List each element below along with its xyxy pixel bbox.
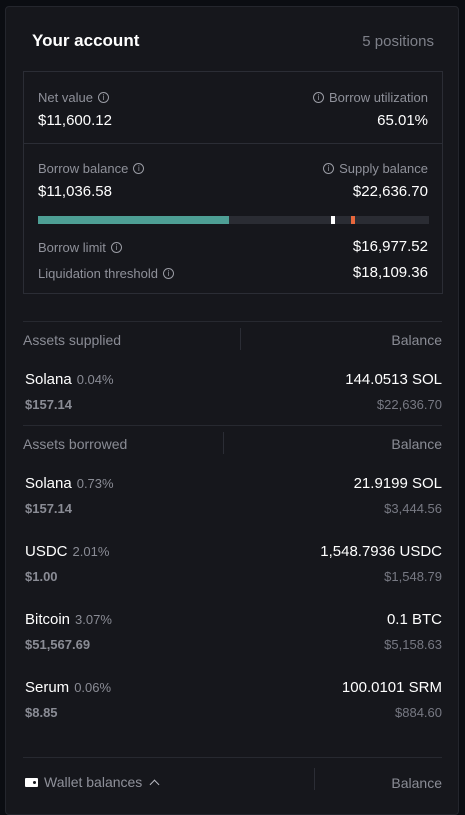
- asset-price: $157.14: [25, 501, 72, 516]
- assets-supplied-header: Assets supplied Balance: [23, 321, 442, 352]
- asset-name: USDC 2.01%: [25, 543, 110, 560]
- wallet-balances-toggle[interactable]: Wallet balances: [25, 774, 160, 790]
- column-divider: [314, 768, 315, 790]
- wallet-balances-label: Wallet balances: [44, 774, 143, 790]
- balance-heading: Balance: [391, 775, 442, 791]
- borrow-limit: $16,977.52: [352, 238, 428, 255]
- assets-borrowed-heading: Assets borrowed: [23, 436, 128, 452]
- net-value-label: Net value i: [38, 90, 109, 105]
- borrowed-asset-row[interactable]: Bitcoin 3.07% $51,567.69 0.1 BTC $5,158.6…: [25, 611, 442, 661]
- borrow-balance: $11,036.58: [38, 183, 112, 200]
- borrow-limit-marker: [331, 216, 335, 224]
- column-divider: [223, 432, 224, 454]
- asset-price: $8.85: [25, 705, 58, 720]
- wallet-balances-section: Wallet balances Balance: [23, 757, 442, 808]
- borrowed-asset-row[interactable]: USDC 2.01% $1.00 1,548.7936 USDC $1,548.7…: [25, 543, 442, 593]
- asset-rate: 3.07%: [75, 612, 112, 627]
- account-header: Your account 5 positions: [6, 7, 458, 71]
- info-icon[interactable]: i: [110, 242, 122, 253]
- asset-price: $1.00: [25, 569, 58, 584]
- asset-amount: 144.0513 SOL: [345, 371, 442, 388]
- summary-divider: [24, 143, 442, 144]
- liquidation-threshold-label: Liquidation threshold i: [38, 266, 174, 281]
- asset-name: Solana 0.04%: [25, 371, 114, 388]
- info-icon[interactable]: i: [133, 163, 145, 174]
- assets-supplied-heading: Assets supplied: [23, 332, 122, 348]
- supply-balance-label: i Supply balance: [323, 161, 428, 176]
- asset-price: $157.14: [25, 397, 72, 412]
- asset-amount: 1,548.7936 USDC: [320, 543, 442, 560]
- utilization-bar-fill: [38, 216, 229, 224]
- info-icon[interactable]: i: [313, 92, 324, 103]
- supplied-asset-row[interactable]: Solana 0.04% $157.14 144.0513 SOL $22,636…: [25, 371, 442, 421]
- borrow-limit-label: Borrow limit i: [38, 240, 122, 255]
- asset-usd-value: $884.60: [395, 705, 442, 720]
- asset-usd-value: $3,444.56: [384, 501, 442, 516]
- asset-usd-value: $1,548.79: [384, 569, 442, 584]
- info-icon[interactable]: i: [162, 268, 174, 279]
- column-divider: [240, 328, 241, 350]
- info-icon[interactable]: i: [323, 163, 335, 174]
- asset-rate: 0.73%: [76, 476, 114, 491]
- liquidation-threshold-marker: [351, 216, 355, 224]
- asset-rate: 0.04%: [76, 372, 114, 387]
- borrowed-asset-row[interactable]: Serum 0.06% $8.85 100.0101 SRM $884.60: [25, 679, 442, 729]
- account-panel: Your account 5 positions Net value i $11…: [5, 6, 459, 815]
- utilization-bar: [38, 216, 429, 224]
- account-summary: Net value i $11,600.12 i Borrow utilizat…: [23, 71, 443, 294]
- asset-usd-value: $5,158.63: [384, 637, 442, 652]
- borrow-utilization: 65.01%: [377, 112, 428, 129]
- account-title: Your account: [32, 31, 140, 50]
- asset-name: Bitcoin 3.07%: [25, 611, 112, 628]
- info-icon[interactable]: i: [97, 92, 109, 103]
- balance-heading: Balance: [391, 332, 442, 348]
- liquidation-threshold: $18,109.36: [352, 264, 428, 281]
- positions-count: 5 positions: [362, 33, 434, 50]
- assets-borrowed-header: Assets borrowed Balance: [23, 425, 442, 456]
- wallet-icon: [25, 777, 38, 787]
- asset-name: Solana 0.73%: [25, 475, 114, 492]
- asset-usd-value: $22,636.70: [376, 397, 442, 412]
- supply-balance: $22,636.70: [352, 183, 428, 200]
- borrow-balance-label: Borrow balance i: [38, 161, 145, 176]
- asset-price: $51,567.69: [25, 637, 91, 652]
- borrowed-asset-row[interactable]: Solana 0.73% $157.14 21.9199 SOL $3,444.5…: [25, 475, 442, 525]
- chevron-up-icon: [149, 779, 160, 789]
- asset-amount: 0.1 BTC: [386, 611, 442, 628]
- asset-rate: 0.06%: [74, 680, 112, 695]
- borrow-utilization-label: i Borrow utilization: [313, 90, 428, 105]
- balance-heading: Balance: [391, 436, 442, 452]
- net-value: $11,600.12: [38, 112, 112, 129]
- asset-rate: 2.01%: [72, 544, 110, 559]
- asset-amount: 21.9199 SOL: [353, 475, 442, 492]
- asset-name: Serum 0.06%: [25, 679, 112, 696]
- asset-amount: 100.0101 SRM: [341, 679, 442, 696]
